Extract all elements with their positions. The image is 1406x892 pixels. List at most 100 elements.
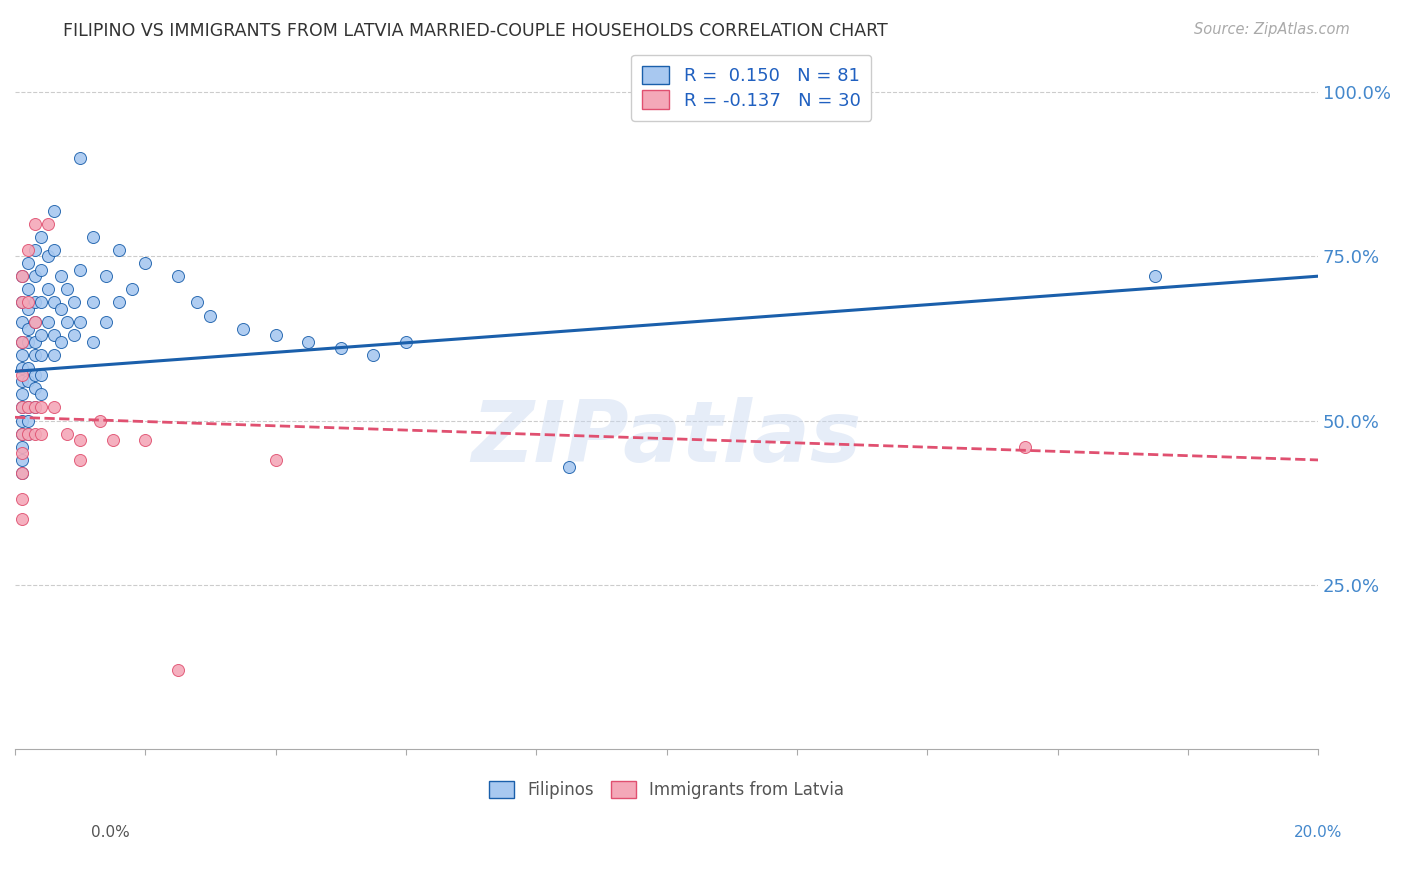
Point	[24, 315, 46, 329]
Point	[56, 282, 79, 296]
Text: 0.0%: 0.0%	[91, 825, 131, 840]
Point	[62, 328, 84, 343]
Point	[10, 368, 32, 382]
Point	[1014, 440, 1036, 454]
Point	[30, 348, 52, 362]
Point	[69, 315, 91, 329]
Point	[30, 426, 52, 441]
Point	[42, 328, 65, 343]
Point	[24, 243, 46, 257]
Point	[24, 348, 46, 362]
Point	[395, 334, 418, 349]
Point	[10, 466, 32, 480]
Point	[134, 256, 156, 270]
Point	[558, 459, 581, 474]
Point	[10, 440, 32, 454]
Point	[24, 401, 46, 415]
Point	[10, 512, 32, 526]
Text: 20.0%: 20.0%	[1295, 825, 1343, 840]
Point	[10, 387, 32, 401]
Point	[10, 348, 32, 362]
Point	[10, 361, 32, 376]
Point	[10, 426, 32, 441]
Point	[96, 269, 118, 284]
Point	[82, 295, 104, 310]
Point	[24, 368, 46, 382]
Point	[37, 315, 59, 329]
Point	[56, 315, 79, 329]
Point	[121, 282, 143, 296]
Point	[37, 250, 59, 264]
Point	[108, 295, 131, 310]
Point	[10, 426, 32, 441]
Point	[24, 315, 46, 329]
Point	[30, 328, 52, 343]
Point	[264, 328, 287, 343]
Point	[10, 453, 32, 467]
Point	[17, 413, 39, 427]
Point	[17, 374, 39, 388]
Point	[56, 426, 79, 441]
Point	[10, 315, 32, 329]
Point	[30, 387, 52, 401]
Point	[10, 466, 32, 480]
Point	[10, 413, 32, 427]
Point	[10, 269, 32, 284]
Point	[82, 334, 104, 349]
Point	[17, 282, 39, 296]
Point	[37, 217, 59, 231]
Point	[10, 295, 32, 310]
Point	[42, 348, 65, 362]
Point	[297, 334, 319, 349]
Point	[17, 256, 39, 270]
Point	[42, 295, 65, 310]
Point	[10, 374, 32, 388]
Point	[167, 269, 190, 284]
Point	[24, 217, 46, 231]
Point	[101, 434, 124, 448]
Point	[24, 401, 46, 415]
Point	[1144, 269, 1167, 284]
Legend: Filipinos, Immigrants from Latvia: Filipinos, Immigrants from Latvia	[482, 774, 851, 805]
Point	[17, 301, 39, 316]
Point	[10, 401, 32, 415]
Point	[17, 401, 39, 415]
Point	[17, 361, 39, 376]
Point	[108, 243, 131, 257]
Point	[10, 492, 32, 507]
Point	[17, 321, 39, 335]
Point	[17, 426, 39, 441]
Point	[42, 243, 65, 257]
Point	[363, 348, 385, 362]
Point	[24, 295, 46, 310]
Point	[69, 434, 91, 448]
Point	[37, 282, 59, 296]
Point	[62, 295, 84, 310]
Point	[49, 334, 72, 349]
Point	[264, 453, 287, 467]
Point	[17, 243, 39, 257]
Point	[69, 262, 91, 277]
Point	[30, 295, 52, 310]
Point	[49, 301, 72, 316]
Point	[17, 401, 39, 415]
Text: Source: ZipAtlas.com: Source: ZipAtlas.com	[1194, 22, 1350, 37]
Point	[24, 426, 46, 441]
Point	[30, 368, 52, 382]
Point	[42, 203, 65, 218]
Point	[329, 342, 352, 356]
Point	[10, 295, 32, 310]
Point	[24, 269, 46, 284]
Text: FILIPINO VS IMMIGRANTS FROM LATVIA MARRIED-COUPLE HOUSEHOLDS CORRELATION CHART: FILIPINO VS IMMIGRANTS FROM LATVIA MARRI…	[63, 22, 889, 40]
Point	[82, 229, 104, 244]
Point	[96, 315, 118, 329]
Point	[89, 413, 111, 427]
Point	[10, 446, 32, 460]
Point	[24, 334, 46, 349]
Point	[49, 269, 72, 284]
Text: ZIPatlas: ZIPatlas	[471, 397, 862, 480]
Point	[200, 309, 222, 323]
Point	[17, 334, 39, 349]
Point	[10, 334, 32, 349]
Point	[30, 262, 52, 277]
